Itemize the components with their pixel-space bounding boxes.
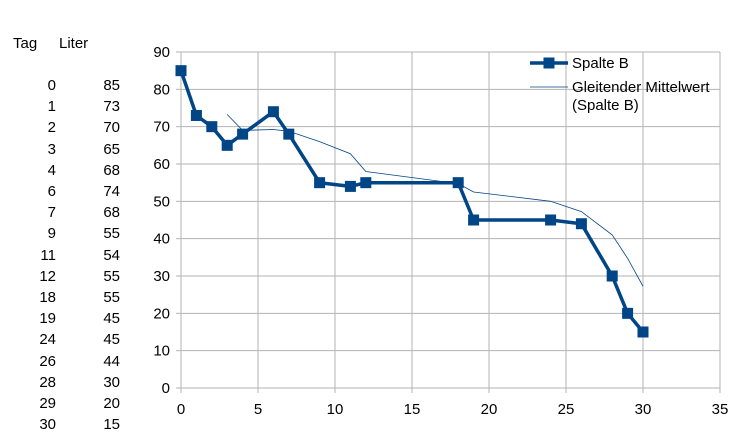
table-cell-tag: 26 xyxy=(39,353,56,370)
y-tick-label: 20 xyxy=(153,305,170,322)
table-cell-tag: 12 xyxy=(39,268,56,285)
y-tick-label: 50 xyxy=(153,193,170,210)
table-cell-liter: 65 xyxy=(103,141,120,158)
y-tick-label: 10 xyxy=(153,343,170,360)
legend-label-spalte-b: Spalte B xyxy=(572,55,629,72)
grid-lines xyxy=(181,51,721,388)
table-cell-liter: 54 xyxy=(103,247,120,264)
y-tick-label: 90 xyxy=(153,44,170,61)
data-point-marker xyxy=(545,214,557,226)
data-point-marker xyxy=(175,65,187,77)
table-cell-tag: 9 xyxy=(47,225,56,242)
x-tick-label: 10 xyxy=(327,401,344,418)
table-header-liter: Liter xyxy=(59,35,89,52)
moving-average-line xyxy=(226,114,644,287)
table-cell-tag: 30 xyxy=(39,416,56,433)
data-point-marker xyxy=(575,218,587,230)
x-tick-label: 15 xyxy=(404,401,421,418)
table-cell-liter: 73 xyxy=(103,98,120,115)
data-point-marker xyxy=(221,139,233,151)
data-point-marker xyxy=(622,307,634,319)
table-cell-liter: 55 xyxy=(103,225,120,242)
legend-marker-spalte-b xyxy=(543,57,555,69)
data-point-marker xyxy=(344,180,356,192)
table-cell-liter: 30 xyxy=(103,374,120,391)
table-cell-liter: 55 xyxy=(103,289,120,306)
table-cell-liter: 68 xyxy=(103,162,120,179)
x-tick-label: 25 xyxy=(558,401,575,418)
legend-label-moving-average: (Spalte B) xyxy=(572,97,639,114)
data-point-marker xyxy=(452,177,464,189)
table-cell-tag: 24 xyxy=(39,331,56,348)
legend: Spalte B Gleitender Mittelwert(Spalte B) xyxy=(530,55,710,114)
table-cell-tag: 4 xyxy=(47,162,56,179)
x-tick-label: 30 xyxy=(635,401,652,418)
x-tick-label: 35 xyxy=(712,401,729,418)
legend-label-moving-average: Gleitender Mittelwert xyxy=(572,79,710,96)
y-tick-label: 70 xyxy=(153,119,170,136)
data-point-marker xyxy=(283,128,295,140)
data-point-marker xyxy=(468,214,480,226)
table-cell-tag: 19 xyxy=(39,310,56,327)
data-point-marker xyxy=(637,326,649,338)
y-tick-label: 80 xyxy=(153,81,170,98)
table-cell-liter: 45 xyxy=(103,331,120,348)
table-cell-tag: 11 xyxy=(40,247,56,264)
table-cell-liter: 74 xyxy=(103,183,120,200)
series xyxy=(175,65,649,338)
table-cell-tag: 3 xyxy=(47,141,56,158)
table-cell-liter: 85 xyxy=(103,77,120,94)
data-point-marker xyxy=(206,121,218,133)
table-cell-tag: 0 xyxy=(47,77,56,94)
data-point-marker xyxy=(360,177,372,189)
table-cell-tag: 18 xyxy=(39,289,56,306)
x-tick-label: 5 xyxy=(254,401,262,418)
y-tick-label: 40 xyxy=(153,231,170,248)
y-tick-label: 60 xyxy=(153,156,170,173)
table-cell-liter: 15 xyxy=(103,416,120,433)
data-point-marker xyxy=(190,109,202,121)
table-header-tag: Tag xyxy=(13,35,38,52)
table-cell-tag: 1 xyxy=(47,98,56,115)
data-point-marker xyxy=(314,177,326,189)
data-point-marker xyxy=(237,128,249,140)
table-cell-liter: 45 xyxy=(103,310,120,327)
table-cell-tag: 6 xyxy=(47,183,56,200)
table-cell-tag: 28 xyxy=(39,374,56,391)
table-cell-tag: 7 xyxy=(47,204,56,221)
data-table: Tag Liter 0 85 1 73 2 70 3 65 4 68 6 74 7 68 9 55 11 54 12… xyxy=(0,0,140,448)
table-cell-liter: 20 xyxy=(103,395,120,412)
table-cell-liter: 68 xyxy=(103,204,120,221)
y-tick-label: 0 xyxy=(162,380,170,397)
x-tick-label: 0 xyxy=(177,401,185,418)
table-cell-tag: 29 xyxy=(39,395,56,412)
table-cell-liter: 44 xyxy=(103,353,120,370)
x-tick-label: 20 xyxy=(481,401,498,418)
tick-labels: 0 10 20 30 40 50 60 70 80 90 0 5 10 15 20 25 30 35 xyxy=(153,44,728,418)
table-cell-liter: 55 xyxy=(103,268,120,285)
table-cell-tag: 2 xyxy=(47,119,56,136)
y-tick-label: 30 xyxy=(153,268,170,285)
axes xyxy=(176,51,721,393)
data-point-marker xyxy=(267,106,279,118)
table-cell-liter: 70 xyxy=(103,119,120,136)
data-point-marker xyxy=(606,270,618,282)
